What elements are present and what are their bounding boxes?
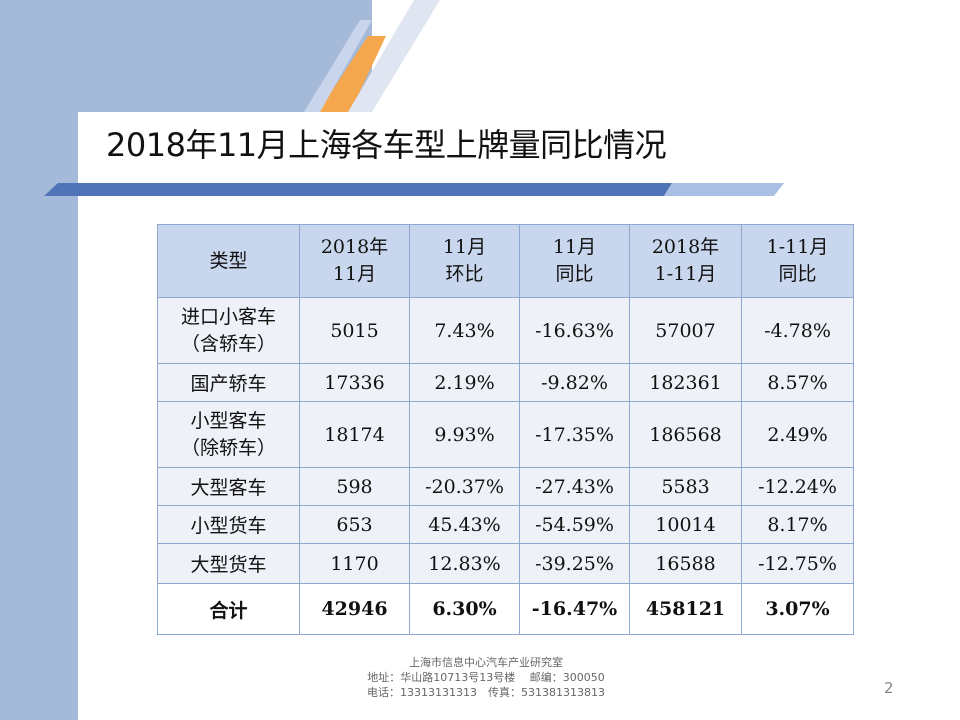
cell-mom: -20.37%: [409, 467, 520, 506]
orange-stripe: [318, 36, 386, 112]
header-type: 类型: [157, 224, 300, 298]
cell-nov: 18174: [299, 401, 410, 468]
cell-mom: 7.43%: [409, 297, 520, 364]
row-label: 国产轿车: [157, 363, 300, 402]
table-row: 大型客车 598 -20.37% -27.43% 5583 -12.24%: [157, 467, 854, 506]
cell-ytd: 10014: [629, 505, 742, 544]
footer-address: 地址：华山路10713号13号楼 邮编：300050: [367, 671, 605, 684]
cell-yoy: -27.43%: [519, 467, 630, 506]
row-label: 进口小客车 （含轿车）: [157, 297, 300, 364]
table-header-row: 类型 2018年 11月 11月 环比 11月 同比 2018年 1-11月 1-11月…: [157, 224, 854, 298]
cell-yoy: -17.35%: [519, 401, 630, 468]
cell-ytd-yoy: -12.24%: [741, 467, 854, 506]
cell-yoy: -54.59%: [519, 505, 630, 544]
cell-ytd-yoy: -12.75%: [741, 543, 854, 584]
table-total-row: 合计 42946 6.30% -16.47% 458121 3.07%: [157, 583, 854, 635]
page-number: 2: [884, 679, 894, 697]
cell-ytd-yoy: 8.57%: [741, 363, 854, 402]
light-stripe-1: [348, 0, 440, 112]
total-ytd: 458121: [629, 583, 742, 635]
table-row: 国产轿车 17336 2.19% -9.82% 182361 8.57%: [157, 363, 854, 402]
cell-nov: 1170: [299, 543, 410, 584]
left-decorative-panel: [0, 0, 78, 720]
table-row: 小型货车 653 45.43% -54.59% 10014 8.17%: [157, 505, 854, 544]
row-label: 小型货车: [157, 505, 300, 544]
header-nov: 2018年 11月: [299, 224, 410, 298]
cell-ytd: 186568: [629, 401, 742, 468]
cell-mom: 12.83%: [409, 543, 520, 584]
total-yoy: -16.47%: [519, 583, 630, 635]
total-nov: 42946: [299, 583, 410, 635]
cell-ytd-yoy: -4.78%: [741, 297, 854, 364]
cell-mom: 45.43%: [409, 505, 520, 544]
title-bar-light: [664, 183, 784, 196]
cell-ytd: 16588: [629, 543, 742, 584]
cell-nov: 17336: [299, 363, 410, 402]
cell-mom: 9.93%: [409, 401, 520, 468]
registration-table: 类型 2018年 11月 11月 环比 11月 同比 2018年 1-11月 1-11月…: [157, 224, 854, 635]
cell-yoy: -16.63%: [519, 297, 630, 364]
cell-ytd-yoy: 8.17%: [741, 505, 854, 544]
total-ytd-yoy: 3.07%: [741, 583, 854, 635]
row-label: 大型客车: [157, 467, 300, 506]
header-mom: 11月 环比: [409, 224, 520, 298]
row-label: 大型货车: [157, 543, 300, 584]
footer-phone: 电话：13313131313 传真：531381313813: [367, 686, 605, 699]
cell-ytd: 182361: [629, 363, 742, 402]
cell-nov: 598: [299, 467, 410, 506]
footer-contact: 上海市信息中心汽车产业研究室 地址：华山路10713号13号楼 邮编：30005…: [350, 655, 622, 700]
top-decorative-panel: [0, 0, 372, 112]
page-title: 2018年11月上海各车型上牌量同比情况: [106, 126, 667, 164]
cell-ytd: 5583: [629, 467, 742, 506]
cell-mom: 2.19%: [409, 363, 520, 402]
cell-ytd-yoy: 2.49%: [741, 401, 854, 468]
cell-nov: 5015: [299, 297, 410, 364]
cell-yoy: -9.82%: [519, 363, 630, 402]
table-row: 小型客车 （除轿车） 18174 9.93% -17.35% 186568 2.4…: [157, 401, 854, 468]
total-mom: 6.30%: [409, 583, 520, 635]
table-row: 进口小客车 （含轿车） 5015 7.43% -16.63% 57007 -4.7…: [157, 297, 854, 364]
light-stripe-2: [304, 20, 372, 112]
title-bar-dark: [44, 183, 672, 196]
header-yoy: 11月 同比: [519, 224, 630, 298]
footer-org: 上海市信息中心汽车产业研究室: [409, 656, 563, 669]
cell-yoy: -39.25%: [519, 543, 630, 584]
cell-ytd: 57007: [629, 297, 742, 364]
header-ytd: 2018年 1-11月: [629, 224, 742, 298]
table-row: 大型货车 1170 12.83% -39.25% 16588 -12.75%: [157, 543, 854, 584]
row-label: 小型客车 （除轿车）: [157, 401, 300, 468]
header-ytd-yoy: 1-11月 同比: [741, 224, 854, 298]
total-label: 合计: [157, 583, 300, 635]
cell-nov: 653: [299, 505, 410, 544]
